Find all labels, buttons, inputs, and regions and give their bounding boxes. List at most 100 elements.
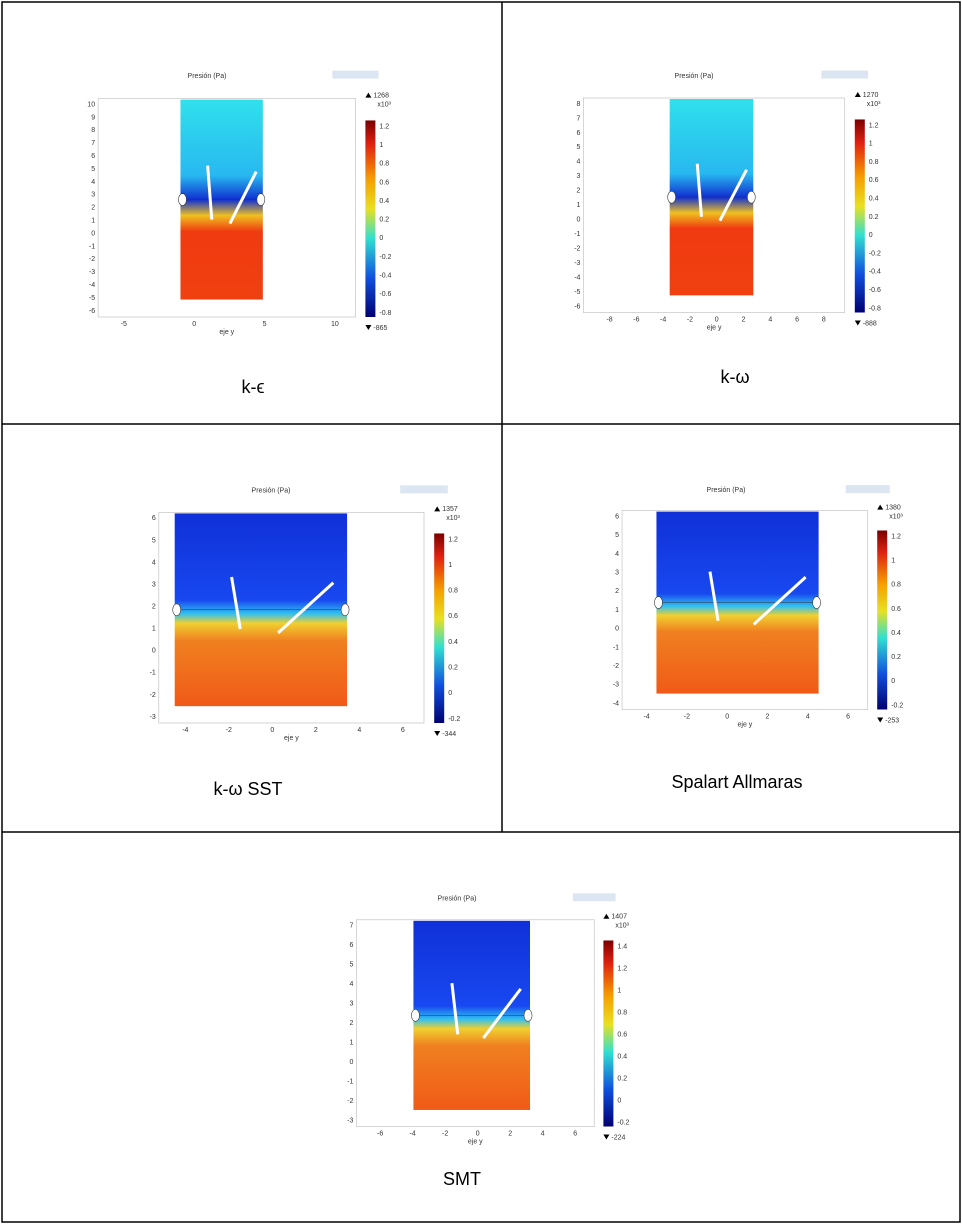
y-tick-label: -2 [574, 245, 580, 252]
y-tick-label: 1 [615, 607, 619, 614]
colorbar-tick-label: 0 [869, 232, 873, 239]
max-marker [434, 506, 441, 512]
colorbar-tick-label: -0.2 [891, 702, 903, 709]
colorbar-min: -888 [863, 320, 877, 327]
min-marker [365, 325, 372, 330]
y-tick-label: 6 [615, 513, 619, 520]
y-tick-label: 5 [577, 144, 581, 151]
colorbar-tick-label: -0.2 [617, 1119, 629, 1126]
y-tick-label: -4 [89, 282, 95, 289]
plot-title: Presión (Pa) [252, 488, 291, 495]
roller [340, 603, 350, 617]
blade [230, 576, 242, 630]
colorbar-tick-label: 0.6 [448, 613, 458, 620]
colorbar-tick-label: -0.2 [379, 254, 391, 261]
colorbar-tick-label: -0.6 [869, 287, 881, 294]
colorbar-tick-label: 0.8 [891, 582, 901, 589]
blade [228, 170, 258, 225]
colorbar-tick-label: 0.6 [869, 177, 879, 184]
x-tick-label: 6 [795, 316, 799, 323]
y-tick-label: -5 [574, 289, 580, 296]
colorbar-tick-label: 1 [448, 562, 452, 569]
y-tick-label: 4 [91, 179, 95, 186]
colorbar-tick-label: 0.8 [869, 159, 879, 166]
colorbar-exponent: x10³ [446, 515, 460, 522]
x-axis-label: eje y [738, 721, 753, 728]
y-tick-label: -6 [574, 303, 580, 310]
colorbar-tick-label: -0.8 [379, 310, 391, 317]
x-tick-label: -4 [644, 713, 650, 720]
y-tick-label: -2 [613, 663, 619, 670]
x-tick-label: 5 [263, 321, 267, 328]
roller [523, 1009, 533, 1022]
colorbar-tick-label: 0.2 [617, 1075, 627, 1082]
y-tick-label: 2 [577, 188, 581, 195]
y-tick-label: 7 [577, 115, 581, 122]
x-tick-label: -6 [377, 1130, 383, 1137]
colorbar-tick-label: -0.2 [869, 250, 881, 257]
y-tick-label: 6 [349, 942, 353, 949]
y-tick-label: 5 [615, 532, 619, 539]
roller [178, 193, 187, 206]
x-axis-label: eje y [284, 735, 299, 742]
colorbar-tick-label: 1.2 [379, 123, 389, 130]
y-tick-label: 2 [349, 1020, 353, 1027]
y-tick-label: 1 [349, 1039, 353, 1046]
colorbar [365, 120, 376, 317]
x-tick-label: 4 [806, 713, 810, 720]
y-tick-label: 3 [349, 1001, 353, 1008]
max-marker [877, 504, 884, 510]
colorbar-tick-label: -0.4 [379, 273, 391, 280]
y-tick-label: 5 [349, 962, 353, 969]
x-tick-label: 0 [725, 713, 729, 720]
caption: Spalart Allmaras [671, 772, 802, 792]
x-tick-label: 8 [822, 316, 826, 323]
y-tick-label: -1 [574, 231, 580, 238]
colorbar [854, 119, 865, 313]
roller [746, 190, 756, 204]
colorbar [434, 533, 445, 723]
y-tick-label: 3 [91, 192, 95, 199]
caption: k-ω [720, 367, 749, 387]
y-tick-label: 1 [91, 218, 95, 225]
y-tick-label: 5 [91, 166, 95, 173]
roller [172, 603, 182, 617]
colorbar-tick-label: 1 [379, 142, 383, 149]
y-tick-label: 6 [152, 515, 156, 522]
colorbar-tick-label: -0.6 [379, 291, 391, 298]
plot-title: Presión (Pa) [188, 73, 227, 80]
min-marker [603, 1134, 610, 1140]
colorbar-tick-label: -0.4 [869, 269, 881, 276]
logo [572, 893, 616, 902]
y-tick-label: -1 [89, 243, 95, 250]
x-tick-label: 0 [715, 316, 719, 323]
y-tick-label: 0 [349, 1059, 353, 1066]
colorbar-tick-label: 1.2 [617, 965, 627, 972]
colorbar-min: -344 [442, 731, 456, 738]
blade [206, 165, 214, 220]
blade [752, 576, 807, 626]
logo [821, 70, 869, 79]
y-tick-label: 8 [91, 127, 95, 134]
y-tick-label: -3 [89, 269, 95, 276]
min-marker [434, 731, 441, 736]
colorbar [603, 940, 614, 1127]
y-tick-label: 10 [87, 101, 95, 108]
colorbar-tick-label: 1.2 [891, 533, 901, 540]
logo [845, 485, 890, 494]
y-tick-label: 0 [615, 626, 619, 633]
colorbar [877, 530, 888, 710]
roller [411, 1009, 420, 1022]
x-axis-label: eje y [219, 329, 234, 336]
colorbar-exponent: x10³ [867, 101, 881, 108]
y-tick-label: 1 [152, 626, 156, 633]
roller [256, 193, 266, 206]
x-tick-label: -8 [606, 316, 612, 323]
x-tick-label: 4 [357, 727, 361, 734]
colorbar-tick-label: 0 [617, 1097, 621, 1104]
roller [654, 596, 663, 609]
y-tick-label: 4 [349, 981, 353, 988]
